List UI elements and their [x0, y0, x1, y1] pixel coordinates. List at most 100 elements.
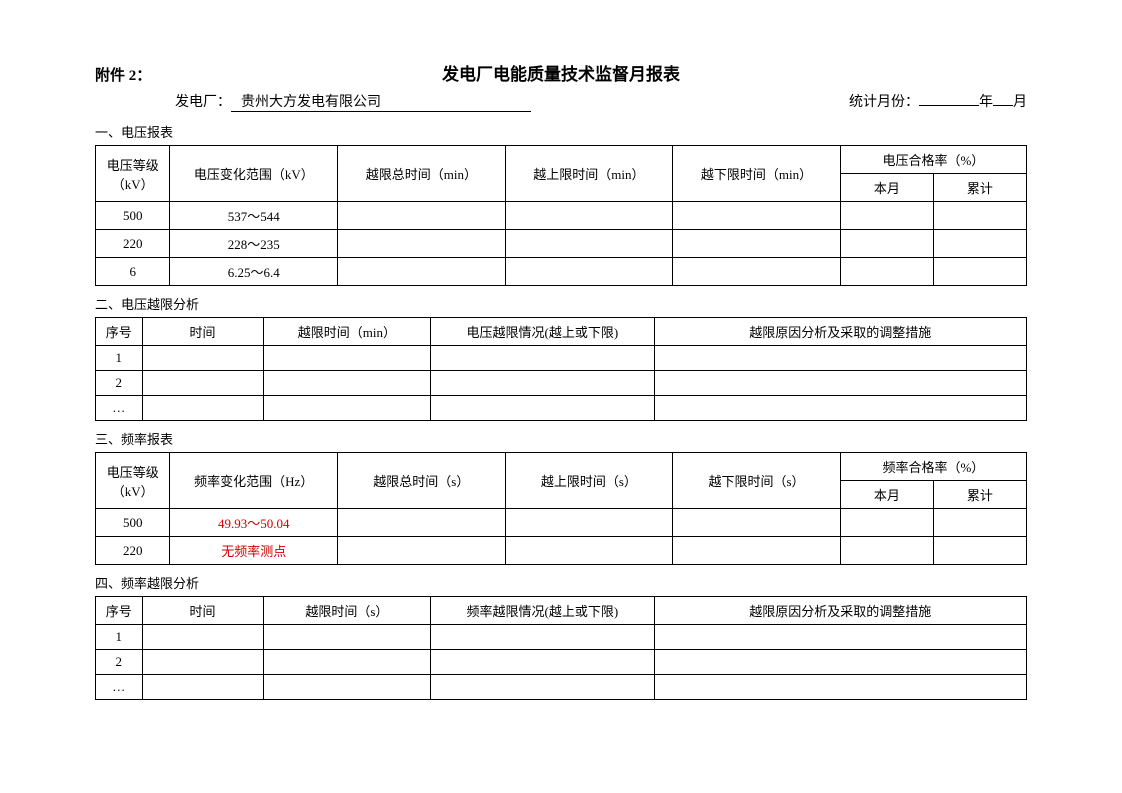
- page-title: 发电厂电能质量技术监督月报表: [175, 60, 947, 85]
- plant-label: 发电厂：: [175, 91, 231, 111]
- cell: [840, 537, 933, 565]
- cell: …: [96, 396, 143, 421]
- cell: [505, 537, 673, 565]
- cell: 500: [96, 202, 170, 230]
- table-voltage-analysis: 序号 时间 越限时间（min） 电压越限情况(越上或下限) 越限原因分析及采取的…: [95, 317, 1027, 421]
- t3-h6b: 累计: [933, 481, 1026, 509]
- cell: [142, 396, 263, 421]
- table-row: 220228～235: [96, 230, 1027, 258]
- t4-h2: 时间: [142, 597, 263, 625]
- t1-h3: 越限总时间（min）: [338, 146, 506, 202]
- cell: 49.93～50.04: [170, 509, 338, 537]
- t1-h4: 越上限时间（min）: [505, 146, 673, 202]
- table-frequency-report: 电压等级（kV） 频率变化范围（Hz） 越限总时间（s） 越上限时间（s） 越下…: [95, 452, 1027, 565]
- cell: 1: [96, 346, 143, 371]
- cell: 228～235: [170, 230, 338, 258]
- month-value: [993, 105, 1013, 106]
- t1-h6b: 累计: [933, 174, 1026, 202]
- cell: [933, 509, 1026, 537]
- cell: [673, 230, 841, 258]
- cell: [431, 346, 654, 371]
- section2-label: 二、电压越限分析: [95, 294, 1027, 313]
- cell: 220: [96, 537, 170, 565]
- t4-h4: 频率越限情况(越上或下限): [431, 597, 654, 625]
- table-row: 2: [96, 650, 1027, 675]
- table-frequency-analysis: 序号 时间 越限时间（s） 频率越限情况(越上或下限) 越限原因分析及采取的调整…: [95, 596, 1027, 700]
- t4-h5: 越限原因分析及采取的调整措施: [654, 597, 1026, 625]
- table-row: 66.25～6.4: [96, 258, 1027, 286]
- cell: [338, 202, 506, 230]
- t3-h2: 频率变化范围（Hz）: [170, 453, 338, 509]
- t1-h5: 越下限时间（min）: [673, 146, 841, 202]
- table-row: 1: [96, 625, 1027, 650]
- table-row: 1: [96, 346, 1027, 371]
- t1-h1: 电压等级（kV）: [96, 146, 170, 202]
- cell: 220: [96, 230, 170, 258]
- cell: 2: [96, 650, 143, 675]
- table-row: …: [96, 396, 1027, 421]
- cell: [505, 230, 673, 258]
- cell: [431, 371, 654, 396]
- section4-label: 四、频率越限分析: [95, 573, 1027, 592]
- t2-h5: 越限原因分析及采取的调整措施: [654, 318, 1026, 346]
- cell: 6.25～6.4: [170, 258, 338, 286]
- cell: 500: [96, 509, 170, 537]
- section1-label: 一、电压报表: [95, 122, 1027, 141]
- cell: [654, 371, 1026, 396]
- cell: [505, 258, 673, 286]
- cell: [338, 509, 506, 537]
- table-row: 500537～544: [96, 202, 1027, 230]
- table-row: 2: [96, 371, 1027, 396]
- cell: [142, 675, 263, 700]
- cell: [431, 625, 654, 650]
- t1-h6a: 本月: [840, 174, 933, 202]
- cell: [654, 650, 1026, 675]
- cell: [263, 371, 431, 396]
- cell: 6: [96, 258, 170, 286]
- t3-h1: 电压等级（kV）: [96, 453, 170, 509]
- t3-h5: 越下限时间（s）: [673, 453, 841, 509]
- year-unit: 年: [979, 91, 993, 111]
- table-row: …: [96, 675, 1027, 700]
- section3-label: 三、频率报表: [95, 429, 1027, 448]
- t2-h4: 电压越限情况(越上或下限): [431, 318, 654, 346]
- header-row: 附件 2： 发电厂电能质量技术监督月报表: [95, 60, 1027, 85]
- cell: [431, 396, 654, 421]
- cell: [142, 650, 263, 675]
- cell: [840, 230, 933, 258]
- cell: [142, 346, 263, 371]
- t2-h3: 越限时间（min）: [263, 318, 431, 346]
- cell: [505, 509, 673, 537]
- cell: [338, 537, 506, 565]
- cell: [654, 625, 1026, 650]
- cell: [431, 675, 654, 700]
- cell: [654, 396, 1026, 421]
- cell: 无频率测点: [170, 537, 338, 565]
- cell: [263, 675, 431, 700]
- year-value: [919, 105, 979, 106]
- cell: [338, 230, 506, 258]
- cell: 1: [96, 625, 143, 650]
- cell: [654, 675, 1026, 700]
- table-voltage-report: 电压等级（kV） 电压变化范围（kV） 越限总时间（min） 越上限时间（min…: [95, 145, 1027, 286]
- attachment-label: 附件 2：: [95, 64, 175, 85]
- cell: [933, 258, 1026, 286]
- cell: …: [96, 675, 143, 700]
- cell: [338, 258, 506, 286]
- plant-value: 贵州大方发电有限公司: [231, 91, 531, 112]
- cell: 537～544: [170, 202, 338, 230]
- cell: [673, 258, 841, 286]
- cell: [933, 202, 1026, 230]
- t4-h1: 序号: [96, 597, 143, 625]
- cell: [142, 371, 263, 396]
- cell: [263, 346, 431, 371]
- cell: [840, 258, 933, 286]
- month-label: 统计月份：: [849, 91, 919, 111]
- cell: [142, 625, 263, 650]
- t3-h6a: 本月: [840, 481, 933, 509]
- cell: [840, 509, 933, 537]
- cell: 2: [96, 371, 143, 396]
- t2-h1: 序号: [96, 318, 143, 346]
- cell: [933, 230, 1026, 258]
- t3-h3: 越限总时间（s）: [338, 453, 506, 509]
